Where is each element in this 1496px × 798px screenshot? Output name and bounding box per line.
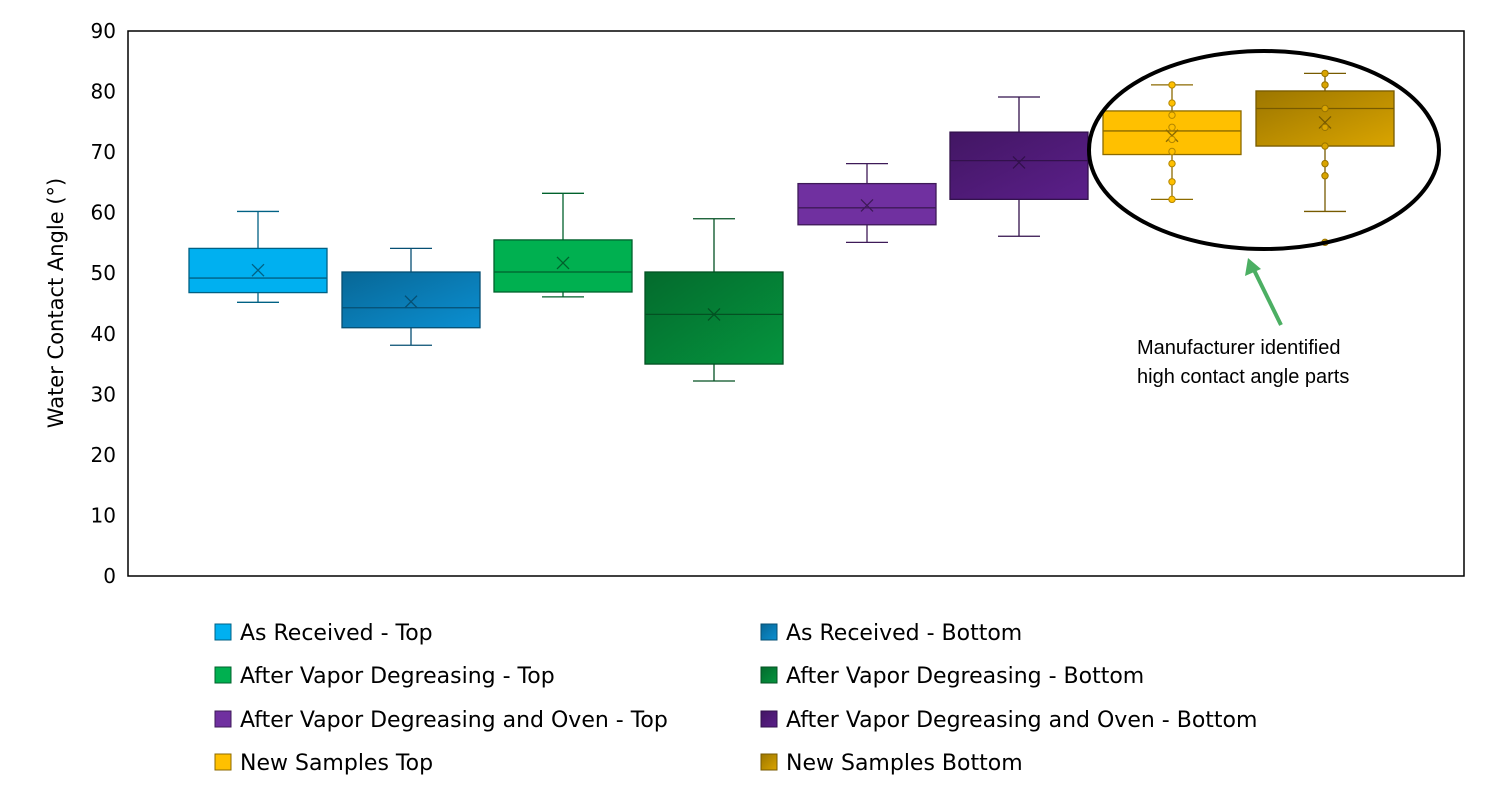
legend-label: After Vapor Degreasing and Oven - Bottom (786, 708, 1257, 733)
annotation-text-line1: Manufacturer identified (1137, 337, 1340, 359)
legend-item: As Received - Bottom (760, 621, 1022, 646)
legend-swatch (214, 666, 232, 684)
data-point (1168, 147, 1176, 156)
legend-swatch (760, 623, 778, 641)
data-point (1168, 81, 1176, 89)
legend-label: New Samples Top (240, 751, 433, 776)
legend-item: After Vapor Degreasing and Oven - Bottom (760, 708, 1257, 733)
mean-marker (860, 198, 874, 212)
data-point (1168, 111, 1176, 119)
legend-label: As Received - Bottom (786, 621, 1022, 646)
data-point (1321, 81, 1329, 89)
iqr-box (797, 182, 937, 226)
boxes-layer (188, 69, 1395, 382)
box-after-vapor-degreasing-and-oven-bottom (949, 96, 1089, 237)
y-tick-label: 60 (91, 201, 116, 225)
legend-label: After Vapor Degreasing and Oven - Top (240, 708, 668, 733)
data-point (1321, 142, 1329, 150)
mean-marker (1318, 115, 1332, 129)
y-tick-label: 70 (91, 140, 116, 164)
legend-swatch (214, 623, 232, 641)
y-tick-label: 30 (91, 382, 116, 406)
box-after-vapor-degreasing-top (493, 192, 633, 298)
y-tick-label: 40 (91, 322, 116, 346)
data-point (1168, 178, 1176, 186)
legend-label: After Vapor Degreasing - Bottom (786, 664, 1144, 689)
mean-marker (556, 256, 570, 270)
iqr-box (1255, 90, 1395, 147)
legend-item: After Vapor Degreasing - Bottom (760, 664, 1144, 689)
legend-label: As Received - Top (240, 621, 433, 646)
iqr-box (949, 131, 1089, 200)
box-as-received-top (188, 210, 328, 303)
mean-marker (251, 263, 265, 277)
annotation-text-line2: high contact angle parts (1137, 366, 1349, 388)
data-point (1168, 123, 1176, 131)
mean-marker (1012, 155, 1026, 169)
box-after-vapor-degreasing-and-oven-top (797, 162, 937, 243)
y-tick-label: 50 (91, 261, 116, 285)
legend-swatch (760, 666, 778, 684)
legend-item: New Samples Top (214, 751, 433, 776)
data-point (1321, 159, 1329, 168)
data-point (1321, 172, 1329, 180)
legend-swatch (214, 753, 232, 771)
iqr-box (644, 271, 784, 365)
legend-item: New Samples Bottom (760, 751, 1023, 776)
mean-marker (707, 307, 721, 321)
y-tick-label: 20 (91, 443, 116, 467)
y-axis-label: Water Contact Angle (°) (44, 178, 68, 428)
box-new-samples-top (1102, 81, 1242, 204)
data-point (1168, 99, 1176, 107)
legend: As Received - Top As Received - Bottom Aft… (214, 621, 1257, 776)
y-tick-label: 10 (91, 503, 116, 527)
plot-area-frame (127, 30, 1465, 577)
annotation-arrow (1245, 258, 1283, 326)
iqr-box (493, 239, 633, 293)
highlight-ellipse (1087, 49, 1441, 251)
legend-swatch (760, 753, 778, 771)
iqr-box (341, 271, 481, 329)
data-point (1321, 104, 1329, 113)
y-tick-label: 0 (103, 564, 116, 588)
legend-item: After Vapor Degreasing and Oven - Top (214, 708, 668, 733)
box-as-received-bottom (341, 247, 481, 346)
box-new-samples-bottom (1255, 69, 1395, 247)
legend-label: After Vapor Degreasing - Top (240, 664, 555, 689)
data-point (1168, 135, 1176, 144)
y-tick-label: 80 (91, 80, 116, 104)
legend-swatch (760, 710, 778, 728)
legend-swatch (214, 710, 232, 728)
legend-label: New Samples Bottom (786, 751, 1023, 776)
data-point (1168, 195, 1176, 204)
legend-item: As Received - Top (214, 621, 433, 646)
legend-item: After Vapor Degreasing - Top (214, 664, 555, 689)
data-point (1168, 159, 1176, 168)
mean-marker (404, 295, 418, 309)
y-axis: 0 10 20 30 40 50 60 70 80 90 (91, 19, 116, 588)
box-after-vapor-degreasing-bottom (644, 218, 784, 382)
data-point (1321, 69, 1329, 78)
data-point (1321, 123, 1329, 131)
y-tick-label: 90 (91, 19, 116, 43)
